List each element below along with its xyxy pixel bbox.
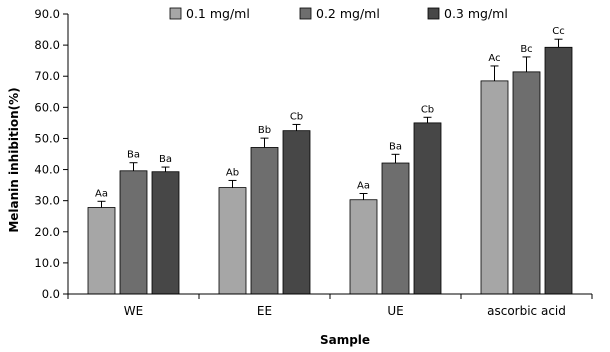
data-label: Ba — [127, 150, 140, 161]
legend-swatch — [299, 7, 312, 20]
bar — [413, 122, 442, 295]
bar — [349, 199, 378, 295]
bar — [151, 171, 180, 295]
y-tick-label: 0.0 — [42, 287, 60, 301]
legend-label: 0.2 mg/ml — [316, 6, 380, 21]
legend-label: 0.3 mg/ml — [444, 6, 508, 21]
y-tick-label: 50.0 — [34, 131, 60, 145]
data-label: Cc — [552, 26, 564, 37]
y-tick-label: 30.0 — [34, 194, 60, 208]
data-label: Aa — [357, 181, 370, 192]
y-axis: 0.0 10.0 20.0 30.0 40.0 50.0 60.0 70.0 80.0 90.0 — [34, 7, 69, 301]
data-label: Cb — [421, 104, 434, 115]
bar — [119, 170, 148, 295]
y-tick-label: 90.0 — [34, 7, 60, 21]
bar — [87, 207, 116, 295]
x-tick-label: UE — [387, 304, 403, 318]
bar — [381, 162, 410, 295]
x-tick-label: EE — [257, 304, 272, 318]
legend-label: 0.1 mg/ml — [186, 6, 250, 21]
y-tick-label: 40.0 — [34, 163, 60, 177]
x-axis: WE EE UE ascorbic acid — [67, 293, 593, 318]
data-label: Bb — [258, 125, 271, 136]
legend-swatch — [427, 7, 440, 20]
data-label: Ba — [389, 141, 402, 152]
bar — [512, 71, 541, 295]
bar — [250, 147, 279, 295]
data-label: Aa — [95, 188, 108, 199]
y-tick-label: 20.0 — [34, 225, 60, 239]
data-label: Bc — [520, 44, 532, 55]
x-tick-label: WE — [124, 304, 143, 318]
legend-swatch — [169, 7, 182, 20]
data-label: Ab — [226, 167, 239, 178]
bar — [544, 46, 573, 295]
legend: 0.1 mg/ml 0.2 mg/ml 0.3 mg/ml — [169, 6, 508, 21]
y-tick-label: 70.0 — [34, 69, 60, 83]
data-label: Cb — [290, 111, 303, 122]
data-label: Ac — [488, 53, 500, 64]
y-tick-label: 60.0 — [34, 100, 60, 114]
y-tick-label: 80.0 — [34, 38, 60, 52]
y-tick-label: 10.0 — [34, 256, 60, 270]
data-label: Ba — [159, 154, 172, 165]
bar — [218, 187, 247, 295]
bar — [480, 80, 509, 295]
bars: Aa Ba Ba Ab Bb Cb Aa Ba Cb Ac Bc Cc — [87, 26, 573, 295]
y-axis-title: Melanin inhibition(%) — [7, 87, 21, 232]
x-axis-title: Sample — [320, 333, 370, 347]
x-tick-label: ascorbic acid — [487, 304, 566, 318]
bar — [282, 130, 311, 295]
